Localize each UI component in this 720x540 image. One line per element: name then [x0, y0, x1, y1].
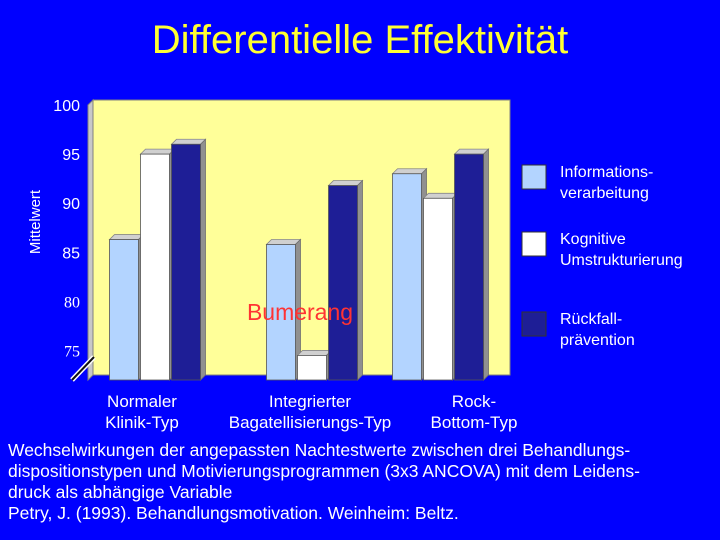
bar-group [327, 179, 364, 381]
bar-group [422, 192, 459, 381]
caption-line: dispositionstypen und Motivierungsprogra… [8, 461, 640, 481]
slide-title: Differentielle Effektivität [151, 18, 569, 62]
bar-group [265, 238, 302, 381]
x-tick-label-line: Integrierter [269, 392, 352, 411]
x-tick-label: Normaler Klinik-Typ [105, 392, 179, 432]
legend-item: Kognitive Umstrukturierung [521, 231, 683, 269]
bar-group [170, 138, 207, 381]
bar [328, 185, 358, 381]
caption: Wechselwirkungen der angepassten Nachtes… [8, 440, 714, 524]
legend-label-line: Informations- [560, 164, 653, 181]
legend-label: Informations-verarbeitung [560, 164, 653, 202]
axis-layer: 75 80 85 90 95 100 Normaler Klinik-Typ Integrier… [53, 98, 517, 432]
caption-line: druck als abhängige Variable [8, 482, 233, 502]
bar [454, 153, 484, 381]
bar-group [108, 233, 145, 381]
x-tick-label-line: Bottom-Typ [431, 413, 518, 432]
legend-label: Kognitive Umstrukturierung [560, 231, 683, 269]
y-axis-label: Mittelwert [27, 189, 44, 254]
x-tick-label-line: Klinik-Typ [105, 413, 179, 432]
bar [423, 197, 453, 381]
bar-group [296, 349, 333, 381]
caption-line: Petry, J. (1993). Behandlungsmotivation.… [8, 503, 459, 523]
bar-top [139, 148, 176, 155]
bar-group [391, 167, 428, 381]
legend: Informations-verarbeitung Kognitive Umstru… [521, 164, 683, 349]
bar [140, 153, 170, 381]
bar-top [391, 168, 428, 175]
bars-layer [108, 138, 490, 381]
legend-item: Informations-verarbeitung [521, 164, 653, 202]
bar-top [327, 180, 364, 186]
bar-group [453, 148, 490, 381]
legend-label: Rückfall-prävention [560, 311, 635, 349]
y-tick-label: 95 [62, 147, 80, 164]
legend-swatch [521, 231, 547, 257]
x-tick-label-line: Bagatellisierungs-Typ [229, 413, 392, 432]
bar-side [483, 148, 489, 381]
bumerang-annotation: Bumerang [247, 299, 353, 325]
plot-side-wall [87, 98, 94, 382]
bar-side [357, 179, 363, 381]
x-tick-label-line: Normaler [107, 392, 177, 411]
bar [266, 244, 296, 381]
legend-swatch [521, 164, 547, 190]
legend-label-line: Kognitive [560, 231, 626, 248]
legend-label-line: prävention [560, 332, 635, 349]
bar-top [265, 239, 302, 245]
bar [392, 173, 422, 381]
legend-swatch [521, 311, 547, 337]
bar-side [200, 138, 206, 381]
y-tick-label: 75 [64, 344, 80, 361]
bar-top [453, 148, 490, 155]
bar-top [170, 138, 207, 145]
bar-group [139, 148, 176, 381]
bar [171, 143, 201, 381]
y-tick-label: 85 [62, 245, 80, 262]
y-tick-label: 90 [62, 196, 80, 213]
legend-label-line: verarbeitung [560, 185, 649, 202]
legend-label-line: Umstrukturierung [560, 252, 683, 269]
bar-top [296, 350, 333, 356]
y-tick-label: 80 [64, 294, 80, 311]
bar-top [108, 234, 145, 240]
bar [297, 355, 327, 381]
bar-top [422, 192, 459, 199]
bar [109, 239, 139, 381]
y-tick-label: 100 [53, 98, 80, 115]
x-tick-label-line: Rock- [452, 392, 496, 411]
legend-label-line: Rückfall- [560, 311, 622, 328]
caption-line: Wechselwirkungen der angepassten Nachtes… [8, 440, 631, 460]
x-tick-label: Integrierter Bagatellisierungs-Typ [229, 392, 392, 432]
x-tick-label: Rock- Bottom-Typ [431, 392, 518, 432]
axis-break-marker-inner [71, 356, 95, 381]
legend-item: Rückfall-prävention [521, 311, 635, 349]
